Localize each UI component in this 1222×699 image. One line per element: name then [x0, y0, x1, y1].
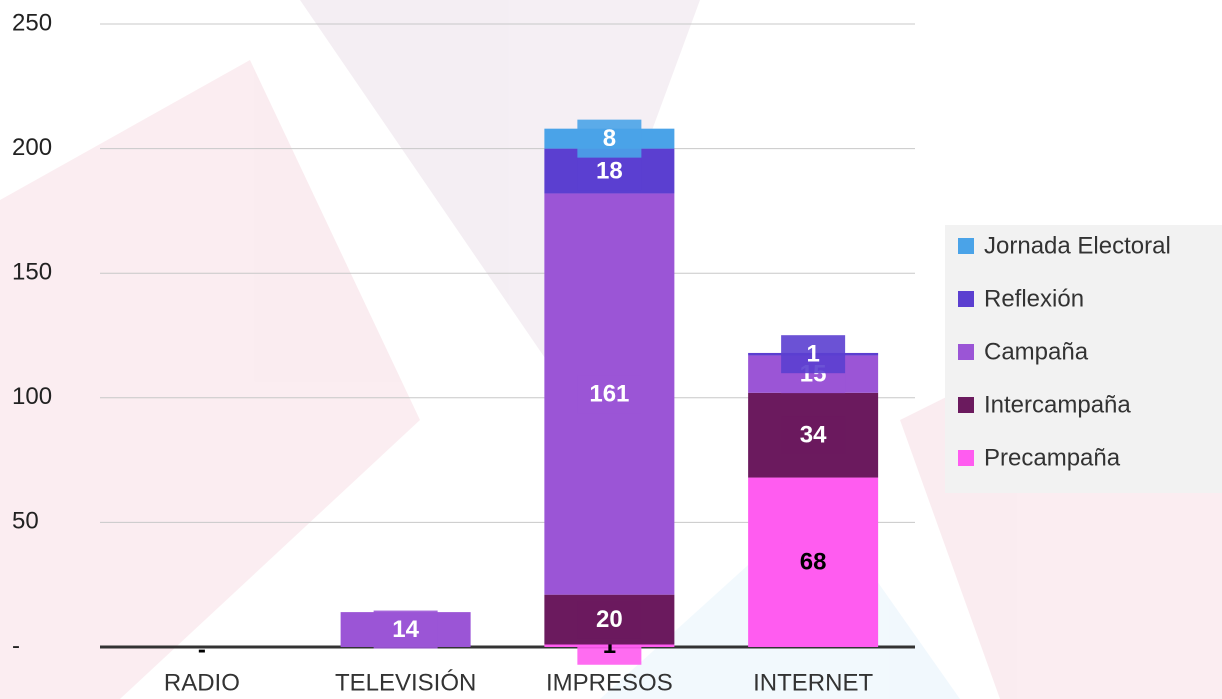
data-label-box — [577, 600, 642, 639]
data-label: 18 — [596, 157, 623, 184]
legend-swatch — [958, 291, 974, 307]
legend-swatch — [958, 344, 974, 360]
data-label-box — [781, 416, 846, 455]
y-tick-label: 200 — [12, 134, 52, 161]
data-label: - — [198, 636, 206, 663]
x-tick-label: TELEVISIÓN — [335, 669, 476, 696]
legend-swatch — [958, 450, 974, 466]
legend-label: Campaña — [984, 338, 1089, 365]
y-tick-label: - — [12, 632, 20, 659]
data-label: 68 — [800, 549, 827, 576]
y-tick-label: 250 — [12, 9, 52, 36]
data-label-box — [577, 152, 642, 191]
data-label: 8 — [603, 125, 616, 152]
x-tick-label: IMPRESOS — [546, 669, 673, 696]
data-label-box — [373, 610, 438, 649]
data-label-box — [577, 375, 642, 414]
y-tick-label: 150 — [12, 259, 52, 286]
legend-swatch — [958, 397, 974, 413]
data-label-box — [781, 543, 846, 582]
data-label-box — [781, 335, 846, 374]
data-label: 14 — [392, 616, 419, 643]
data-label: 34 — [800, 422, 827, 449]
data-label-box — [577, 119, 642, 158]
y-tick-label: 100 — [12, 383, 52, 410]
x-tick-label: RADIO — [164, 669, 240, 696]
data-label: 161 — [589, 380, 629, 407]
legend-swatch — [958, 238, 974, 254]
legend-box — [945, 225, 1222, 493]
legend-label: Reflexión — [984, 285, 1084, 312]
x-tick-label: INTERNET — [753, 669, 873, 696]
legend-label: Intercampaña — [984, 391, 1131, 418]
y-tick-label: 50 — [12, 508, 39, 535]
data-label: 20 — [596, 606, 623, 633]
legend-label: Jornada Electoral — [984, 232, 1171, 259]
data-label: 1 — [806, 341, 819, 368]
legend-label: Precampaña — [984, 444, 1121, 471]
